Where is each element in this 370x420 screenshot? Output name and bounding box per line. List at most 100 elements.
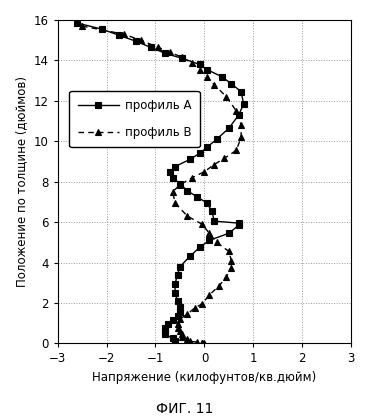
профиль A <box>207 238 212 243</box>
профиль B <box>178 182 182 187</box>
профиль B <box>190 61 194 66</box>
Legend: профиль A, профиль B: профиль A, профиль B <box>69 91 200 147</box>
профиль A <box>100 26 104 32</box>
профиль A <box>173 281 177 286</box>
профиль A <box>241 101 246 106</box>
профиль A <box>188 254 192 259</box>
профиль B <box>234 148 239 153</box>
профиль A <box>239 89 243 94</box>
профиль A <box>205 200 209 205</box>
профиль A <box>178 264 182 269</box>
профиль B <box>202 341 207 346</box>
профиль B <box>202 169 207 174</box>
профиль B <box>207 231 212 236</box>
профиль A <box>163 326 168 331</box>
профиль A <box>180 56 185 61</box>
профиль A <box>205 67 209 72</box>
профиль B <box>171 189 175 194</box>
профиль A <box>163 51 168 56</box>
профиль B <box>212 162 216 167</box>
профиль B <box>185 213 189 218</box>
профиль B <box>200 340 204 345</box>
профиль B <box>185 312 189 317</box>
профиль B <box>227 249 231 254</box>
X-axis label: Напряжение (килофунтов/кв.дюйм): Напряжение (килофунтов/кв.дюйм) <box>92 371 317 384</box>
профиль B <box>195 339 199 344</box>
профиль A <box>175 299 180 304</box>
профиль A <box>236 223 241 228</box>
профиль B <box>229 265 233 270</box>
профиль B <box>139 38 143 43</box>
профиль A <box>212 218 216 223</box>
профиль A <box>168 169 172 174</box>
профиль A <box>134 39 138 44</box>
профиль A <box>197 151 202 156</box>
профиль A <box>215 137 219 142</box>
профиль A <box>209 208 214 213</box>
профиль B <box>215 240 219 245</box>
профиль B <box>178 329 182 334</box>
профиль A <box>197 245 202 250</box>
профиль A <box>219 74 224 79</box>
профиль B <box>217 283 221 288</box>
профиль B <box>188 339 192 344</box>
профиль B <box>180 55 185 60</box>
Line: профиль B: профиль B <box>78 23 245 347</box>
профиль A <box>178 304 182 310</box>
профиль A <box>148 45 153 50</box>
профиль B <box>207 292 212 297</box>
профиль B <box>192 305 197 310</box>
профиль A <box>175 272 180 277</box>
профиль B <box>200 341 204 346</box>
профиль A <box>171 175 175 180</box>
профиль B <box>180 332 185 337</box>
профиль B <box>190 175 194 180</box>
профиль A <box>117 33 121 38</box>
профиль B <box>180 335 185 340</box>
профиль B <box>212 82 216 87</box>
профиль B <box>239 123 243 128</box>
профиль A <box>171 318 175 323</box>
Text: ФИГ. 11: ФИГ. 11 <box>156 402 214 416</box>
профиль A <box>205 145 209 150</box>
профиль A <box>236 113 241 118</box>
профиль A <box>171 336 175 341</box>
профиль B <box>168 50 172 55</box>
профиль A <box>75 21 80 26</box>
профиль A <box>188 157 192 162</box>
профиль B <box>239 135 243 140</box>
профиль A <box>175 314 180 319</box>
профиль B <box>121 32 126 37</box>
профиль B <box>234 108 239 113</box>
профиль A <box>197 62 202 67</box>
профиль B <box>229 258 233 263</box>
профиль B <box>175 322 180 327</box>
профиль A <box>185 188 189 193</box>
профиль A <box>195 194 199 200</box>
профиль B <box>185 337 189 342</box>
профиль A <box>229 81 233 86</box>
профиль B <box>178 317 182 322</box>
профиль A <box>173 339 177 344</box>
профиль A <box>165 322 170 327</box>
профиль B <box>80 24 84 29</box>
профиль B <box>175 326 180 331</box>
профиль B <box>197 67 202 72</box>
профиль A <box>178 310 182 315</box>
профиль A <box>227 231 231 236</box>
профиль A <box>163 329 168 334</box>
профиль A <box>178 181 182 186</box>
профиль B <box>222 156 226 161</box>
Y-axis label: Положение по толщине (дюймов): Положение по толщине (дюймов) <box>15 76 28 287</box>
профиль B <box>205 74 209 79</box>
профиль B <box>224 94 229 100</box>
профиль A <box>163 332 168 337</box>
профиль B <box>156 45 160 50</box>
профиль B <box>200 222 204 227</box>
Line: профиль A: профиль A <box>74 20 246 344</box>
профиль A <box>236 220 241 226</box>
профиль A <box>173 290 177 295</box>
профиль A <box>227 126 231 131</box>
профиль B <box>173 200 177 205</box>
профиль A <box>173 164 177 169</box>
